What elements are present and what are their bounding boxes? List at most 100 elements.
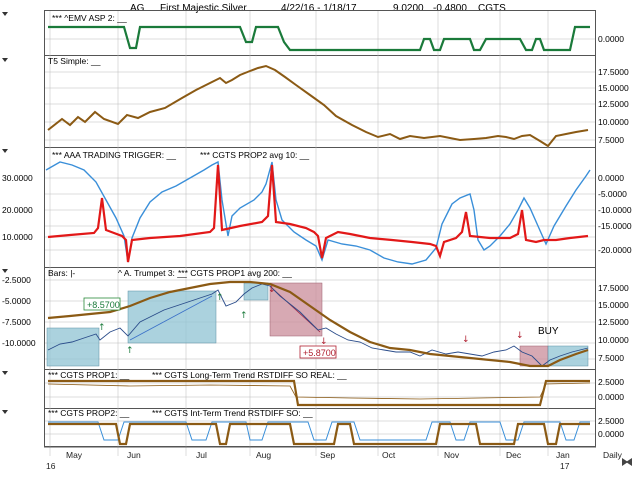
month-label: Oct — [382, 450, 396, 460]
aaa-left-tick: 30.0000 — [2, 173, 33, 183]
trade-box-1 — [46, 327, 100, 367]
long-term-trend-line — [47, 382, 591, 400]
month-gridlines — [49, 11, 549, 456]
t5-right-ticks: 17.5000 15.0000 12.5000 10.0000 7.5000 — [598, 67, 629, 145]
price-left-ticks: -2.5000 -5.0000 -7.5000 -10.0000 — [2, 275, 36, 348]
trumpet-label: ^ A. Trumpet 3: __ — [118, 268, 187, 278]
month-label: Jan — [556, 450, 570, 460]
loss-label-box — [299, 345, 337, 359]
prop2-line — [48, 422, 590, 446]
prop1-ticks: 2.5000 0.0000 — [598, 377, 624, 402]
month-labels: May Jun Jul Aug Sep Oct Nov Dec Jan — [66, 450, 570, 460]
collapse-arrow-icon[interactable] — [2, 149, 8, 153]
aaa-left-tick: 10.0000 — [2, 232, 33, 242]
aaa-title: *** AAA TRADING TRIGGER: __ — [52, 150, 176, 160]
emv-line — [48, 25, 590, 52]
price-right-tick: 17.5000 — [598, 283, 629, 293]
aaa-right-tick: -15.0000 — [598, 221, 632, 231]
prop1-line — [48, 379, 590, 407]
year-start: 16 — [46, 461, 56, 471]
aaa-title-2: *** CGTS PROP2 avg 10: __ — [200, 150, 309, 160]
trend-line-2 — [271, 287, 321, 333]
scroll-controls[interactable] — [622, 458, 632, 466]
collapse-arrow-icon[interactable] — [2, 269, 8, 273]
gain-label-box — [83, 297, 121, 311]
up-arrow-icon: ↑ — [126, 346, 134, 356]
loss-label: +5.8700 — [303, 348, 336, 358]
emv-panel — [44, 10, 596, 56]
aaa-right-tick: 0.0000 — [598, 173, 624, 183]
trade-box-5 — [519, 345, 549, 367]
prop2-avg-line — [45, 160, 591, 265]
prop2-tick: 2.5000 — [598, 416, 624, 426]
gain-label: +8.5700 — [87, 300, 120, 310]
chart-header: AG First Majestic Silver 4/22/16 - 1/18/… — [0, 0, 640, 18]
down-arrow-icon: ↓ — [516, 331, 524, 341]
company-name: First Majestic Silver — [160, 3, 247, 14]
bars-label: Bars: |- — [48, 268, 75, 278]
price-bars — [47, 283, 589, 367]
price-right-tick: 12.5000 — [598, 317, 629, 327]
price-right-tick: 10.0000 — [598, 335, 629, 345]
down-arrow-icon: ↓ — [462, 335, 470, 345]
symbol: AG — [130, 3, 145, 14]
prop2-ticks: 2.5000 0.0000 — [598, 416, 624, 439]
price-left-tick: -2.5000 — [2, 275, 31, 285]
t5-tick: 15.0000 — [598, 83, 629, 93]
panel-collapse-arrows[interactable] — [2, 12, 8, 414]
price-left-tick: -7.5000 — [2, 317, 31, 327]
month-label: Jul — [196, 450, 207, 460]
prop1-title-2: *** CGTS Long-Term Trend RSTDIFF SO REAL… — [152, 370, 347, 380]
price-left-tick: -10.0000 — [2, 338, 36, 348]
prop1-title: *** CGTS PROP1: __ — [48, 370, 130, 380]
last-price: 9.0200 — [393, 3, 424, 14]
price-right-tick: 15.0000 — [598, 300, 629, 310]
buy-label: BUY — [538, 326, 559, 337]
collapse-arrow-icon[interactable] — [2, 371, 8, 375]
trading-trigger-line — [47, 164, 589, 263]
t5-tick: 17.5000 — [598, 67, 629, 77]
collapse-arrow-icon[interactable] — [2, 410, 8, 414]
prop2-title: *** CGTS PROP2: __ — [48, 408, 130, 418]
scroll-left-icon[interactable] — [626, 458, 632, 466]
price-change: -0.4800 — [433, 3, 467, 14]
price-left-tick: -5.0000 — [2, 296, 31, 306]
signal-arrows: ↑ ↑ ↑ ↑ ↓ ↓ ↓ ↓ — [98, 285, 524, 356]
prop1-tick: 0.0000 — [598, 392, 624, 402]
prop1-tick: 2.5000 — [598, 377, 624, 387]
aaa-left-tick: 20.0000 — [2, 205, 33, 215]
down-arrow-icon: ↓ — [320, 337, 328, 347]
month-label: Jun — [127, 450, 141, 460]
up-arrow-icon: ↑ — [98, 323, 106, 333]
t5-line — [47, 64, 589, 148]
year-end: 17 — [560, 461, 570, 471]
emv-title: *** ^EMV ASP 2: __ — [52, 13, 127, 23]
trade-box-2 — [127, 290, 217, 344]
collapse-arrow-icon[interactable] — [2, 12, 8, 16]
down-arrow-icon: ↓ — [268, 285, 276, 295]
aaa-left-ticks: 30.0000 20.0000 10.0000 — [2, 173, 33, 242]
month-label: May — [66, 450, 83, 460]
date-range: 4/22/16 - 1/18/17 — [281, 3, 357, 14]
emv-tick: 0.0000 — [598, 34, 624, 44]
scroll-right-icon[interactable] — [622, 458, 628, 466]
trend-line-1 — [129, 295, 213, 341]
prop1-avg-line — [47, 280, 589, 368]
up-arrow-icon: ↑ — [240, 311, 248, 321]
up-arrow-icon: ↑ — [216, 293, 224, 303]
aaa-right-tick: -20.0000 — [598, 245, 632, 255]
collapse-arrow-icon[interactable] — [2, 58, 8, 62]
prop2-tick: 0.0000 — [598, 429, 624, 439]
interval-label: Daily — [603, 450, 623, 460]
aaa-right-tick: -10.0000 — [598, 205, 632, 215]
aaa-right-tick: -5.0000 — [598, 189, 627, 199]
month-label: Nov — [444, 450, 460, 460]
aaa-right-ticks: 0.0000 -5.0000 -10.0000 -15.0000 -20.000… — [598, 173, 632, 255]
prop1-avg-label: *** CGTS PROP1 avg 200: __ — [178, 268, 292, 278]
price-right-tick: 7.5000 — [598, 353, 624, 363]
t5-tick: 12.5000 — [598, 99, 629, 109]
month-label: Aug — [256, 450, 271, 460]
prop2-title-2: *** CGTS Int-Term Trend RSTDIFF SO: __ — [152, 408, 313, 418]
t5-tick: 7.5000 — [598, 135, 624, 145]
